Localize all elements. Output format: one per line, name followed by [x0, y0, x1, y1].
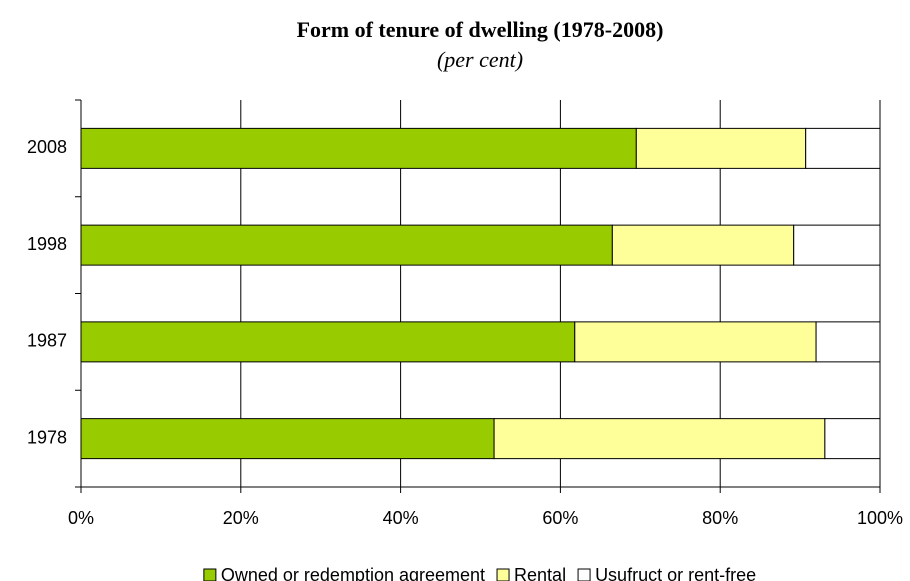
y-tick-label: 1998: [27, 234, 67, 254]
bar-segment: [824, 418, 881, 460]
legend-label: Rental: [514, 565, 566, 581]
y-tick-label: 1987: [27, 331, 67, 351]
bar-segment: [805, 127, 881, 169]
legend: Owned or redemption agreement Rental Usufr…: [203, 565, 756, 581]
x-tick-label: 60%: [542, 508, 578, 528]
x-tick-label: 0%: [68, 508, 94, 528]
x-tick-label: 80%: [702, 508, 738, 528]
chart-subtitle: (per cent): [437, 47, 523, 72]
bar-segment: [793, 224, 881, 266]
bar-segment: [574, 321, 817, 363]
legend-label: Owned or redemption agreement: [221, 565, 485, 581]
legend-label: Usufruct or rent-free: [595, 565, 756, 581]
x-tick-label: 40%: [383, 508, 419, 528]
legend-swatch: [496, 568, 510, 581]
bar-segment: [635, 127, 807, 169]
bar-segment: [815, 321, 881, 363]
chart-title: Form of tenure of dwelling (1978-2008): [297, 17, 664, 42]
bar-segment: [611, 224, 795, 266]
x-tick-label: 20%: [223, 508, 259, 528]
bar-segment: [80, 224, 613, 266]
bar-segment: [493, 418, 826, 460]
bar-segment: [80, 127, 637, 169]
y-tick-label: 1978: [27, 427, 67, 447]
legend-swatch: [203, 568, 217, 581]
y-tick-label: 2008: [27, 137, 67, 157]
bar-segment: [80, 321, 576, 363]
bar-segment: [80, 418, 495, 460]
x-tick-label: 100%: [857, 508, 903, 528]
legend-swatch: [577, 568, 591, 581]
